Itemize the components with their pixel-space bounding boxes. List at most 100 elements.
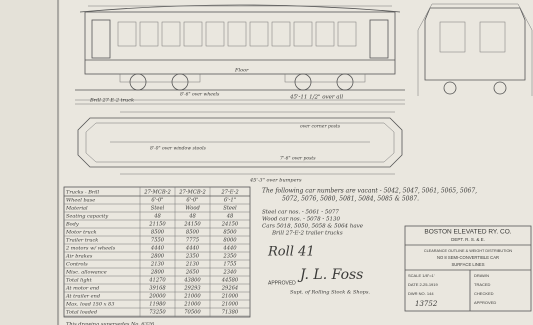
table-cell: 4440 <box>222 246 237 252</box>
table-cell: 21000 <box>221 294 239 300</box>
table-cell: 73250 <box>149 310 166 316</box>
signature: J. L. Foss <box>297 267 363 283</box>
table-cell: 8000 <box>223 238 237 244</box>
title-line: NO 8 SEMI-CONVERTIBLE CAR <box>437 255 499 260</box>
table-cell: Trailer truck <box>66 238 98 244</box>
table-cell: 44580 <box>221 278 239 284</box>
table-header: 27-E-2 <box>220 190 238 196</box>
table-cell: 29264 <box>221 286 239 292</box>
table-cell: 21000 <box>183 294 201 300</box>
table-cell: 2350 <box>222 254 237 260</box>
table-cell: 4440 <box>185 246 200 252</box>
note: The following car numbers are vacant - 5… <box>262 188 477 195</box>
table-cell: 48 <box>226 214 234 220</box>
table-cell: 2350 <box>185 254 200 260</box>
table-cell: At trailer end <box>65 294 100 300</box>
table-cell: 21150 <box>148 222 166 228</box>
drawing-number: 13752 <box>415 300 438 308</box>
table-cell: Steel <box>223 206 237 212</box>
dim-label: 45'-11 1/2" over all <box>289 95 343 101</box>
table-cell: 8500 <box>151 230 165 236</box>
table-cell: 70500 <box>184 310 201 316</box>
table-cell: 7775 <box>186 238 199 244</box>
traced: TRACED <box>474 282 491 287</box>
table-cell: 21000 <box>183 302 201 308</box>
table-cell: 29293 <box>183 286 201 292</box>
note: 5072, 5076, 5080, 5081, 5084, 5085 & 508… <box>282 196 419 203</box>
table-cell: 71380 <box>222 310 239 316</box>
table-cell: 2340 <box>222 270 237 276</box>
table-cell: 43800 <box>183 278 201 284</box>
dim-label: over corner posts <box>300 124 341 130</box>
table-cell: 24150 <box>221 222 239 228</box>
table-cell: 21000 <box>221 302 239 308</box>
approved-label: APPROVED <box>268 280 296 286</box>
title-line: SURFACE LINES <box>451 262 484 267</box>
table-header: 27-MCB-2 <box>178 190 206 196</box>
table-cell: Wheel base <box>66 198 95 204</box>
floor-label: Floor <box>234 68 249 74</box>
table-cell: At motor end <box>65 286 99 292</box>
end-view <box>417 3 533 96</box>
date: DATE 2-25-1919 <box>408 282 438 287</box>
table-cell: 2800 <box>150 270 165 276</box>
dwg-no: DWR NO. 144 <box>408 291 434 296</box>
table-cell: 2650 <box>185 270 200 276</box>
table-cell: 2130 <box>185 262 200 268</box>
title-line: CLEARANCE OUTLINE & WEIGHT DISTRIBUTION <box>424 249 513 253</box>
dim-label: 45'-3" over bumpers <box>249 178 302 184</box>
truck-label: Brill 27 E-2 truck <box>89 98 134 104</box>
table-cell: 48 <box>153 214 161 220</box>
table-cell: Material <box>65 206 88 212</box>
table-cell: 8500 <box>186 230 200 236</box>
weight-table: Trucks - Brill 27-MCB-2 27-MCB-2 27-E-2 Whee… <box>63 186 251 325</box>
table-cell: 2800 <box>150 254 165 260</box>
table-cell: 6'-0" <box>151 198 163 204</box>
table-cell: Total loaded <box>66 310 97 316</box>
dim-label: 8'-6" over wheels <box>180 92 220 98</box>
table-header: 27-MCB-2 <box>143 190 171 196</box>
paper-inner <box>60 0 533 325</box>
checked: CHECKED <box>474 291 494 296</box>
table-cell: 4440 <box>150 246 165 252</box>
table-cell: 48 <box>188 214 196 220</box>
table-cell: 6'-0" <box>186 198 198 204</box>
note: Steel car nos. - 5061 - 5077 <box>262 210 339 216</box>
signer-role: Supt. of Rolling Stock & Shops. <box>290 290 370 296</box>
table-cell: 2130 <box>150 262 165 268</box>
scale: SCALE 1/8"=1' <box>408 273 435 278</box>
table-cell: Steel <box>151 206 165 212</box>
title-block-frame <box>404 225 532 312</box>
note: Cars 5018, 5050, 5058 & 5064 have <box>262 224 364 230</box>
approved: APPROVED <box>474 300 496 305</box>
roll-number: Roll 41 <box>267 245 315 260</box>
table-cell: 6'-1" <box>224 198 236 204</box>
table-cell: Total light <box>66 278 93 284</box>
table-cell: Seating capacity <box>66 214 108 220</box>
table-cell: 41270 <box>148 278 166 284</box>
table-cell: 7550 <box>151 238 165 244</box>
table-cell: Misc. allowance <box>65 270 107 276</box>
company: BOSTON ELEVATED RY. CO. <box>424 229 511 236</box>
table-cell: 39168 <box>149 286 166 292</box>
drawn: DRAWN <box>474 273 489 278</box>
table-cell: Motor truck <box>65 230 97 236</box>
table-cell: Air brakes <box>65 254 93 260</box>
table-cell: 20000 <box>148 294 166 300</box>
table-cell: Wood <box>185 206 200 212</box>
dim-label: 7'-6" over posts <box>280 156 316 162</box>
table-cell: Controls <box>66 262 88 268</box>
table-cell: 2 motors w/ wheels <box>65 246 116 252</box>
table-cell: 8500 <box>223 230 237 236</box>
table-cell: 1755 <box>223 262 236 268</box>
dim-label: 8'-0" over window stools <box>150 146 207 152</box>
table-cell: 24150 <box>183 222 201 228</box>
plan-view <box>77 111 403 175</box>
table-footer: This drawing supersedes No. 6326 <box>66 322 155 325</box>
table-cell: Max. load 150 x 83 <box>65 302 114 308</box>
note: Brill 27-E-2 trailer trucks <box>271 231 343 237</box>
dept: DEPT. R. S. & E. <box>451 237 485 242</box>
table-header: Trucks - Brill <box>66 190 99 196</box>
